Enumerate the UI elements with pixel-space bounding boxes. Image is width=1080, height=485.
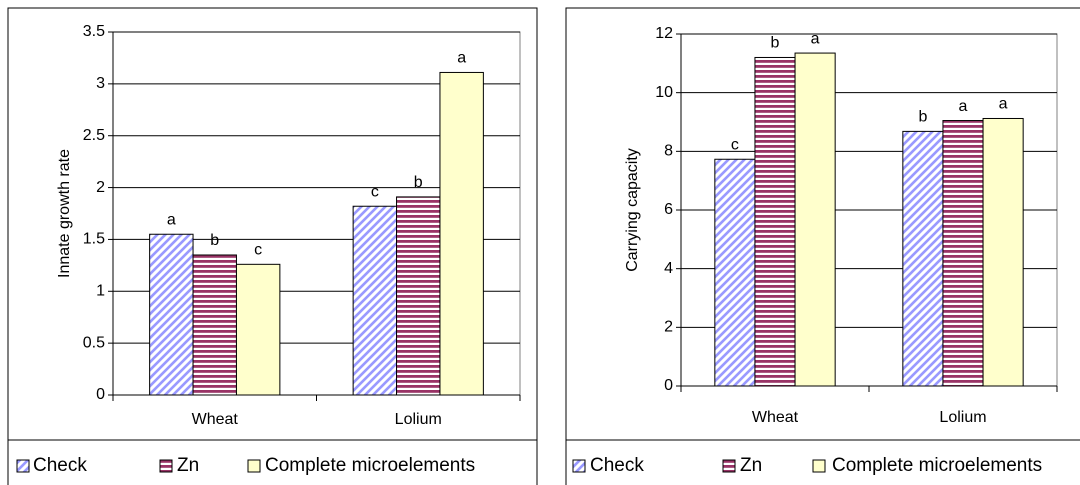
y-tick-label: 4 (664, 260, 673, 277)
bar (439, 71, 484, 396)
y-tick-label: 3.5 (83, 23, 105, 40)
bar-letter: a (167, 211, 176, 228)
y-tick-label: 0 (96, 386, 105, 403)
legend-label: Complete microelements (832, 455, 1042, 476)
bar-letter: b (771, 35, 780, 52)
chart-frame (565, 7, 1080, 485)
bar (714, 158, 756, 387)
bar-letter: b (414, 174, 423, 191)
legend-label: Zn (740, 455, 762, 476)
x-tick-label: Wheat (192, 411, 239, 428)
legend-swatch (247, 459, 261, 473)
bar (149, 233, 194, 396)
bar (942, 120, 984, 387)
y-tick-label: 1.5 (83, 231, 105, 248)
y-tick-label: 2 (664, 319, 673, 336)
legend-swatch (722, 459, 736, 473)
legend-swatch (159, 459, 173, 473)
y-tick-label: 2.5 (83, 127, 105, 144)
bar-letter: c (254, 242, 262, 259)
bar (794, 52, 836, 387)
bar-letter: a (999, 96, 1008, 113)
y-axis-label: Innate growth rate (56, 149, 73, 278)
legend-swatch (572, 459, 586, 473)
legend-label: Zn (177, 455, 199, 476)
chart: 0 2 4 6 8 10 12 Carrying capacity Wheat c b a Lolium… (565, 7, 1080, 485)
bar-letter: a (811, 30, 820, 47)
legend-label: Check (590, 455, 644, 476)
y-tick-label: 3 (96, 75, 105, 92)
y-tick-label: 8 (664, 143, 673, 160)
bar-letter: c (371, 183, 379, 200)
y-axis-label: Carrying capacity (624, 148, 641, 272)
bar (235, 263, 281, 396)
y-tick-label: 12 (655, 25, 673, 42)
x-tick-label: Lolium (939, 409, 986, 426)
legend-label: Check (33, 455, 87, 476)
bar-letter: b (918, 109, 927, 126)
bar-letter: c (731, 136, 739, 153)
bar (754, 56, 796, 387)
y-tick-label: 10 (655, 84, 673, 101)
y-tick-label: 0.5 (83, 334, 105, 351)
bar-letter: b (210, 232, 219, 249)
bar (982, 117, 1024, 387)
bar (396, 196, 441, 396)
legend-swatch (16, 459, 30, 473)
bar (902, 130, 944, 387)
legend-swatch (812, 459, 826, 473)
bar-letter: a (457, 50, 466, 67)
y-tick-label: 6 (664, 201, 673, 218)
chart: 0 0.5 1 1.5 2 2.5 3 3.5 Innate growth rate Wheat a… (7, 7, 538, 485)
legend-label: Complete microelements (265, 455, 475, 476)
x-tick-label: Wheat (752, 409, 799, 426)
y-tick-label: 2 (96, 179, 105, 196)
y-tick-label: 0 (664, 377, 673, 394)
y-tick-label: 1 (96, 283, 105, 300)
bar-letter: a (959, 98, 968, 115)
bar (192, 254, 237, 396)
bar (352, 205, 398, 396)
x-tick-label: Lolium (395, 411, 442, 428)
chart-frame (7, 7, 538, 485)
